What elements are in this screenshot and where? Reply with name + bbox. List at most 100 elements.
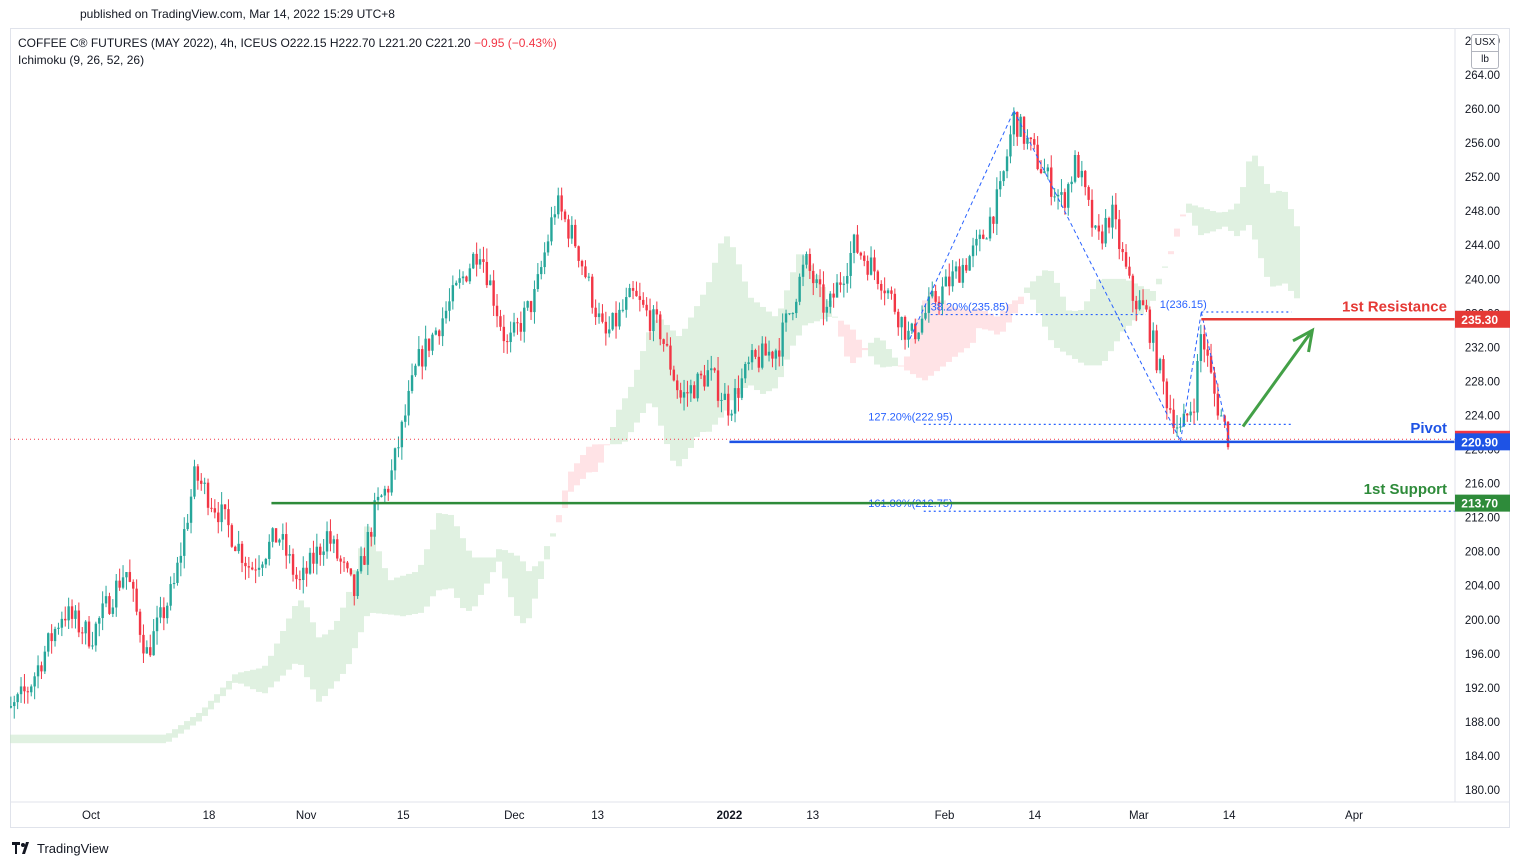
candle-body [1148,309,1152,343]
candle [869,246,873,276]
cloud-slice [562,490,568,509]
candle-body [104,596,108,604]
candle [230,523,234,548]
cloud-slice [940,300,946,367]
candle [213,499,217,519]
top-bar: published on TradingView.com, Mar 14, 20… [0,0,1521,28]
candle [812,263,815,296]
candle [1053,188,1056,202]
cloud-slice [754,302,760,391]
candle-body [767,351,771,356]
candle [121,565,125,590]
candle-body [914,323,917,340]
candle [475,242,478,277]
candle-body [465,276,468,282]
cloud-slice [58,734,64,744]
candle-body [1043,171,1046,174]
candle-body [414,365,417,376]
candle-body [1046,167,1050,172]
candle-body [1077,155,1080,178]
candle-body [805,253,808,265]
cloud-slice [112,734,118,744]
candle [706,359,710,387]
cloud-slice [676,336,682,467]
candle-body [87,621,91,647]
candle-body [108,596,111,614]
symbol-name[interactable]: COFFEE C® FUTURES (MAY 2022), 4h, ICEUS [18,36,278,50]
cloud-slice [208,700,214,710]
candle-body [1162,359,1165,382]
candle [516,317,519,335]
cloud-slice [784,290,790,360]
candle-body [183,529,186,556]
candle [115,573,118,617]
currency-unit-selector[interactable]: USX lb [1471,34,1499,69]
time-tick-label: Feb [935,810,955,822]
candle-body [849,252,852,276]
candle [441,307,444,347]
candle [1196,354,1199,421]
candle [764,336,767,356]
candle-body [852,234,856,253]
cloud-slice [844,324,850,357]
chart-frame[interactable] [10,28,1510,828]
cloud-slice [316,637,322,702]
candle-body [81,632,84,634]
candle [108,592,111,615]
candle-body [1179,426,1182,428]
candle-body [1104,217,1107,244]
cloud-slice [1168,251,1174,255]
footer-brand: TradingView [37,840,109,856]
cloud-slice [94,734,100,744]
cloud-slice [550,533,556,537]
candle [696,372,699,402]
cloud-slice [346,591,352,665]
cloud-slice [958,308,964,353]
candle-body [574,224,577,247]
candle [509,321,512,353]
cloud-slice [1054,282,1060,348]
candle-body [1094,225,1097,228]
candle [482,246,485,273]
candle-body [196,466,200,481]
candle [128,559,132,583]
candle-body [631,288,635,291]
indicator-line[interactable]: Ichimoku (9, 26, 52, 26) [18,53,145,67]
candle [880,280,883,300]
quantity-unit[interactable]: lb [1472,51,1498,68]
candle-body [968,256,971,271]
candle [900,316,903,341]
arrow-shaft [1241,329,1314,428]
open-value: O222.15 [280,36,327,50]
candle [689,379,693,402]
price-badge-label: 235.30 [1461,313,1498,327]
candle-body [512,322,516,333]
candle-body [74,610,77,619]
candle [380,494,383,498]
candle [189,489,193,534]
candle [992,216,995,234]
candle-body [257,567,261,570]
candle-body [771,351,774,359]
cloud-slice [358,548,364,633]
candle [1114,193,1118,230]
candle-body [193,466,196,497]
candle [676,374,679,399]
candle-body [1012,111,1016,135]
candle-body [611,312,614,330]
candle [642,292,645,308]
currency-unit[interactable]: USX [1474,37,1496,48]
candle [254,558,257,584]
resistance-price-badge: 235.30 [1455,310,1510,328]
candle-body [132,581,135,589]
cloud-slice [628,386,634,433]
cloud-slice [388,580,394,615]
cloud-slice [592,444,598,472]
candle-body [886,290,890,294]
time-tick-label: 18 [203,810,216,822]
candle-body [363,556,366,565]
candle-body [121,577,125,588]
cloud-slice [1138,286,1144,315]
price-badge-bg [1455,494,1510,512]
